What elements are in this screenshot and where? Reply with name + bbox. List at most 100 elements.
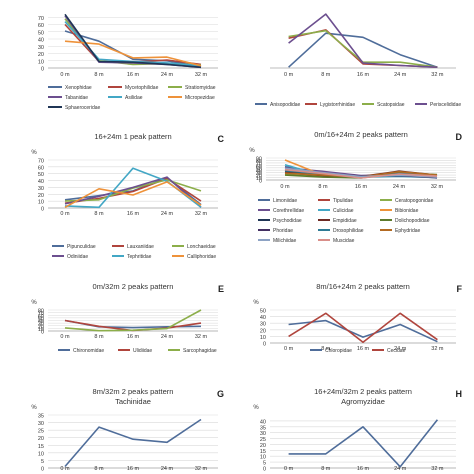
y-tick-label: 15	[38, 444, 44, 450]
legend-label: Empididae	[333, 218, 357, 224]
x-tick-label: 8 m	[321, 72, 331, 78]
x-tick-label: 32 m	[431, 184, 444, 190]
chart-title: 0m/32m 2 peaks pattern	[93, 282, 174, 291]
x-tick-label: 0 m	[60, 466, 70, 472]
chart-subtitle: Agromyzidae	[341, 397, 385, 406]
y-tick-label: 10	[260, 335, 266, 341]
x-tick-label: 16 m	[357, 72, 370, 78]
panel-letter: E	[218, 284, 224, 294]
y-axis-label: %	[253, 405, 259, 411]
legend-label: Scatopsidae	[377, 102, 405, 108]
series-line	[288, 13, 438, 68]
series-line	[64, 309, 202, 332]
y-tick-label: 25	[38, 429, 44, 435]
legend-label: Stratiomyidae	[185, 85, 216, 91]
y-tick-label: 80	[256, 159, 262, 165]
y-tick-label: 35	[260, 425, 266, 431]
y-tick-label: 0	[259, 179, 262, 185]
x-tick-label: 8 m	[94, 334, 104, 340]
y-tick-label: 0	[41, 467, 44, 473]
y-tick-label: 40	[260, 419, 266, 425]
series-line	[284, 168, 438, 179]
y-tick-label: 20	[38, 324, 44, 330]
legend-label: Drosophilidae	[333, 228, 364, 234]
legend-label: Pipunculidae	[67, 244, 96, 250]
x-tick-label: 24 m	[394, 346, 407, 352]
legend-label: Phoridae	[273, 228, 293, 234]
y-tick-label: 20	[38, 193, 44, 199]
legend-label: Ephydridae	[395, 228, 421, 234]
x-tick-label: 16 m	[127, 466, 140, 472]
legend-label: Xenophidae	[65, 85, 92, 91]
y-tick-label: 20	[38, 436, 44, 442]
legend-label: Calliphoridae	[187, 254, 216, 260]
y-tick-label: 10	[38, 451, 44, 457]
x-tick-label: 24 m	[161, 466, 174, 472]
y-tick-label: 30	[38, 322, 44, 328]
y-tick-label: 70	[38, 311, 44, 317]
legend-label: Asilidae	[125, 95, 143, 101]
y-tick-label: 20	[38, 52, 44, 58]
y-axis-label: %	[253, 300, 259, 306]
legend-label: Muscidae	[333, 238, 355, 244]
y-tick-label: 35	[38, 414, 44, 420]
chart-title: 16+24m/32m 2 peaks pattern	[314, 387, 412, 396]
y-tick-label: 0	[263, 342, 266, 348]
y-tick-label: 25	[260, 437, 266, 443]
x-tick-label: 16 m	[127, 72, 140, 78]
y-tick-label: 30	[256, 171, 262, 177]
legend-label: Sarcophagidae	[183, 348, 217, 354]
y-tick-label: 90	[256, 157, 262, 163]
legend-label: Corethrellidae	[273, 208, 304, 214]
series-line	[64, 40, 202, 67]
y-tick-label: 50	[38, 316, 44, 322]
y-tick-label: 70	[38, 16, 44, 22]
x-tick-label: 24 m	[393, 184, 406, 190]
legend-label: Tipulidae	[333, 198, 353, 204]
y-tick-label: 0	[41, 67, 44, 73]
legend-label: Dolichopodidae	[395, 218, 430, 224]
legend-label: Lygistorrhinidae	[320, 102, 355, 108]
chart-subtitle: Tachinidae	[115, 397, 151, 406]
y-tick-label: 5	[263, 461, 266, 467]
y-tick-label: 5	[41, 459, 44, 465]
y-axis-label: %	[249, 148, 255, 154]
panel-letter: D	[456, 132, 463, 142]
legend-label: Anisopodidae	[270, 102, 301, 108]
y-axis-label: %	[31, 300, 37, 306]
x-tick-label: 32 m	[431, 346, 444, 352]
panel-letter: F	[457, 284, 463, 294]
y-tick-label: 30	[38, 421, 44, 427]
legend-label: Milichiidae	[273, 238, 297, 244]
y-tick-label: 0	[263, 467, 266, 473]
chart-title: 16+24m 1 peak pattern	[94, 132, 171, 141]
x-tick-label: 24 m	[394, 72, 407, 78]
x-tick-label: 0 m	[284, 72, 294, 78]
x-tick-label: 8 m	[321, 466, 331, 472]
series-line	[64, 30, 202, 68]
x-tick-label: 24 m	[161, 211, 174, 217]
legend-label: Ulidiidae	[133, 348, 152, 354]
x-tick-label: 16 m	[357, 466, 370, 472]
y-tick-label: 30	[38, 186, 44, 192]
y-tick-label: 50	[38, 30, 44, 36]
y-tick-label: 20	[260, 328, 266, 334]
x-tick-label: 16 m	[355, 184, 368, 190]
y-tick-label: 60	[38, 23, 44, 29]
x-tick-label: 0 m	[284, 466, 294, 472]
legend-label: Tephritidae	[127, 254, 152, 260]
x-tick-label: 24 m	[161, 334, 174, 340]
legend-label: Cecidae	[387, 348, 406, 354]
y-tick-label: 20	[256, 174, 262, 180]
x-tick-label: 0 m	[60, 72, 70, 78]
x-tick-label: 32 m	[195, 211, 208, 217]
y-tick-label: 10	[260, 455, 266, 461]
legend-label: Culicidae	[333, 208, 354, 214]
x-tick-label: 16 m	[127, 334, 140, 340]
